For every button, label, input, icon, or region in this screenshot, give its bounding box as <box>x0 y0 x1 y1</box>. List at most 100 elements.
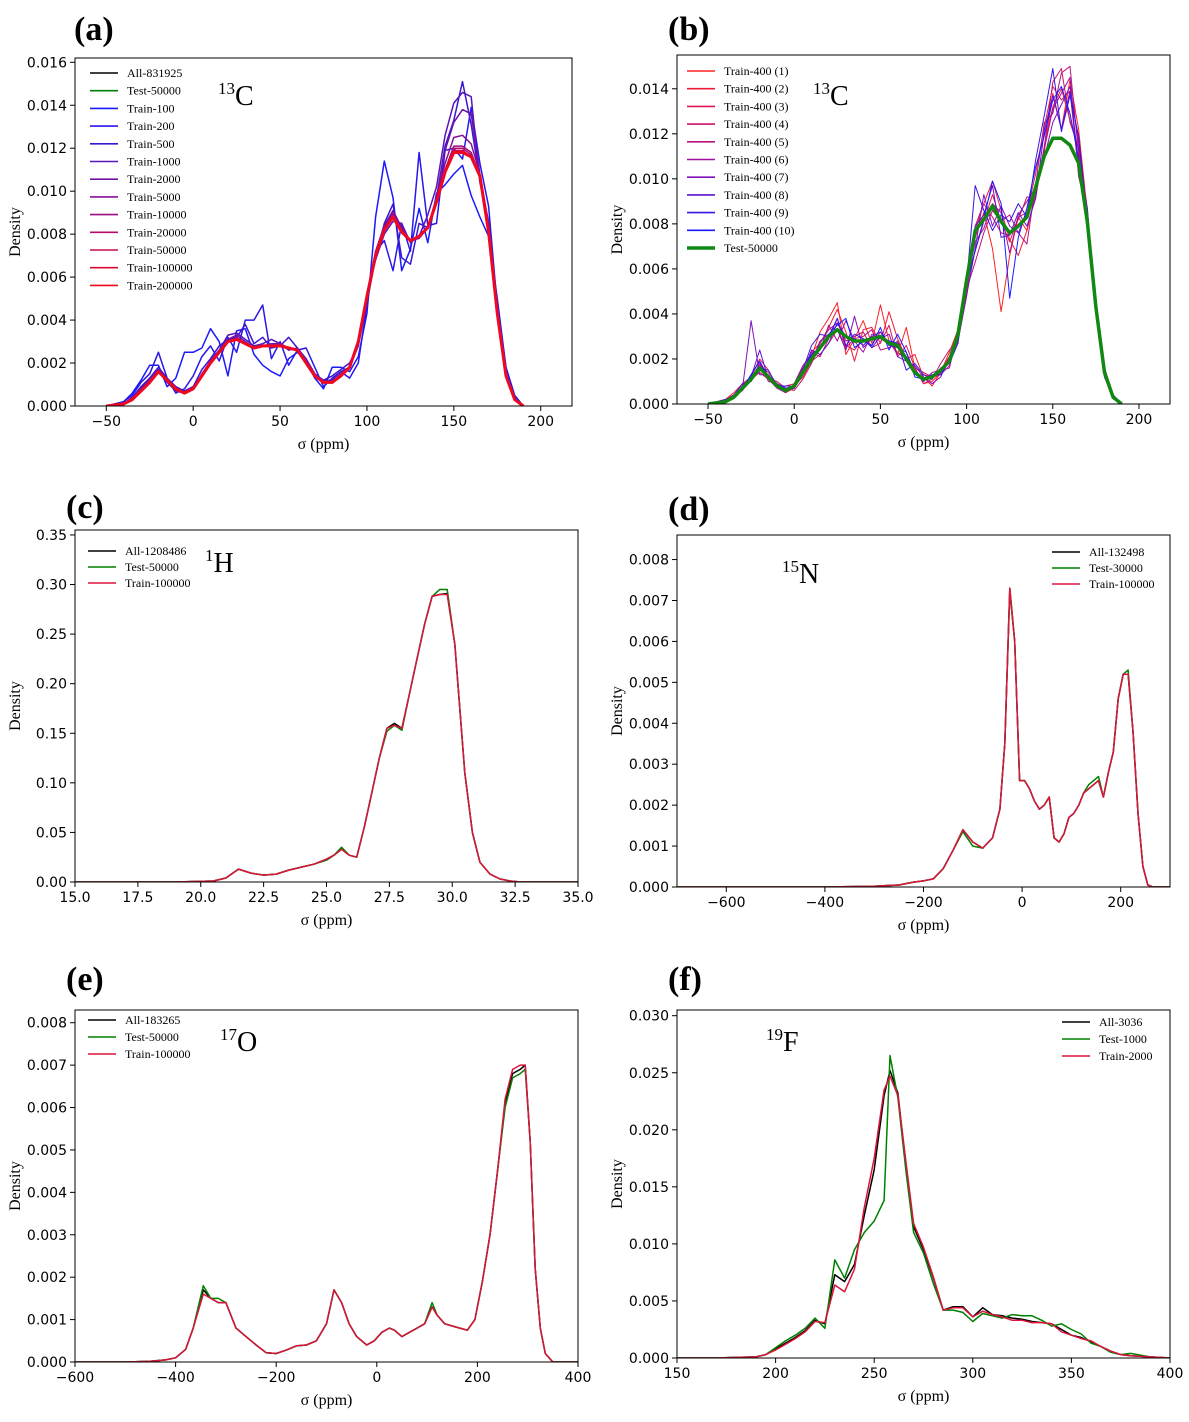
y-tick-label: 0.020 <box>629 1123 669 1139</box>
x-tick-label: 25.0 <box>311 890 342 906</box>
x-tick-label: 30.0 <box>437 890 468 906</box>
legend-entry: Test-1000 <box>1099 1032 1147 1046</box>
x-tick-label: 100 <box>354 414 381 430</box>
series-line-Train-400 (10) <box>707 86 1123 404</box>
legend-entry: All-3036 <box>1099 1015 1142 1029</box>
legend-entry: Train-10000 <box>127 208 187 222</box>
series-line-Test-30000 <box>677 591 1170 887</box>
series-group <box>677 1054 1170 1358</box>
y-tick-label: 0.005 <box>629 675 669 691</box>
x-tick-label: 150 <box>664 1366 691 1382</box>
y-tick-label: 0.010 <box>629 1237 669 1253</box>
panel-label: (b) <box>668 11 710 48</box>
y-axis-label: Density <box>609 1159 626 1209</box>
series-line-Train-100000 <box>677 587 1170 887</box>
legend: All-3036 Test-1000 Train-2000 <box>1062 1015 1153 1063</box>
y-tick-label: 0.20 <box>36 677 67 693</box>
legend-entry: Train-100000 <box>1089 577 1155 591</box>
y-tick-label: 0.010 <box>27 184 67 200</box>
series-line-Test-50000 <box>75 588 578 882</box>
panel-label: (a) <box>74 11 114 48</box>
y-tick-label: 0.004 <box>629 307 669 323</box>
series-line-All-3036 <box>677 1069 1170 1358</box>
y-tick-label: 0.004 <box>629 716 669 732</box>
y-tick-label: 0.002 <box>629 798 669 814</box>
chart-panel-f: (f) 150 200 250 300 350 400 0.000 0.005 0.010 0.01… <box>609 961 1183 1405</box>
x-tick-label: −50 <box>693 412 723 428</box>
nucleus-annotation: 1H <box>205 546 234 579</box>
legend-entry: Train-400 (7) <box>724 170 789 184</box>
nucleus-mass-number: 1 <box>205 546 214 565</box>
x-tick-label: 22.5 <box>248 890 279 906</box>
panel-label: (e) <box>66 961 104 998</box>
y-tick-label: 0.25 <box>36 627 67 643</box>
y-tick-label: 0.010 <box>629 172 669 188</box>
y-tick-label: 0.003 <box>629 757 669 773</box>
legend-entry: Test-50000 <box>127 84 181 98</box>
x-tick-label: 200 <box>762 1366 789 1382</box>
y-tick-label: 0.10 <box>36 776 67 792</box>
y-tick-label: 0.000 <box>629 1351 669 1367</box>
x-tick-label: 150 <box>1039 412 1066 428</box>
x-tick-label: 32.5 <box>500 890 531 906</box>
y-tick-label: 0.014 <box>27 98 67 114</box>
x-tick-label: 0 <box>372 1370 381 1386</box>
y-tick-label: 0.35 <box>36 528 67 544</box>
y-tick-label: 0.015 <box>629 1180 669 1196</box>
x-tick-label: 20.0 <box>185 890 216 906</box>
legend-entry: Train-5000 <box>127 190 181 204</box>
x-axis-label: σ (ppm) <box>301 912 353 929</box>
legend-entry: Train-400 (10) <box>724 223 795 237</box>
y-tick-label: 0.005 <box>27 1143 67 1159</box>
y-tick-label: 0.001 <box>27 1313 67 1329</box>
chart-panel-a: (a) −50 0 50 100 150 200 0.000 0.002 0.004 0.006 0.… <box>7 11 573 453</box>
series-line-Train-100 <box>106 160 524 406</box>
x-tick-label: −400 <box>156 1370 194 1386</box>
nucleus-symbol: O <box>237 1027 257 1058</box>
nucleus-annotation: 13C <box>218 79 254 112</box>
x-tick-label: −200 <box>257 1370 295 1386</box>
x-tick-label: 50 <box>271 414 289 430</box>
y-tick-label: 0.007 <box>27 1058 67 1074</box>
y-axis-label: Density <box>609 686 626 736</box>
x-tick-label: 200 <box>1107 895 1134 911</box>
y-tick-label: 0.006 <box>629 262 669 278</box>
y-tick-label: 0.030 <box>629 1009 669 1025</box>
y-tick-label: 0.006 <box>629 634 669 650</box>
nucleus-symbol: N <box>799 559 819 590</box>
nucleus-symbol: F <box>783 1027 799 1058</box>
x-tick-label: 250 <box>861 1366 888 1382</box>
legend: All-1208486 Test-50000 Train-100000 <box>88 544 191 590</box>
nucleus-symbol: C <box>235 81 254 112</box>
x-tick-label: 400 <box>1157 1366 1184 1382</box>
y-tick-label: 0.000 <box>27 399 67 415</box>
y-tick-label: 0.006 <box>27 270 67 286</box>
legend-entry: Train-1000 <box>127 155 181 169</box>
x-axis-label: σ (ppm) <box>898 434 950 451</box>
series-line-All-1208486 <box>75 592 578 882</box>
chart-panel-d: (d) −600 −400 −200 0 200 0.000 0.001 0.002 0.003 0… <box>609 491 1171 934</box>
x-tick-label: 400 <box>565 1370 592 1386</box>
series-group <box>707 65 1123 404</box>
panel-label: (c) <box>66 489 104 526</box>
nucleus-annotation: 19F <box>766 1025 799 1058</box>
x-tick-label: 350 <box>1058 1366 1085 1382</box>
legend-entry: Test-50000 <box>724 241 778 255</box>
nucleus-mass-number: 19 <box>766 1025 783 1044</box>
y-tick-label: 0.008 <box>27 227 67 243</box>
legend-entry: Train-400 (3) <box>724 99 789 113</box>
series-line-All-132498 <box>677 587 1170 887</box>
legend-entry: Train-400 (6) <box>724 153 789 167</box>
panel-label: (d) <box>668 491 710 528</box>
series-line-Test-50000 <box>75 1068 578 1362</box>
y-tick-label: 0.003 <box>27 1228 67 1244</box>
y-tick-label: 0.000 <box>27 1355 67 1371</box>
legend: All-183265 Test-50000 Train-100000 <box>88 1013 191 1061</box>
y-tick-label: 0.00 <box>36 875 67 891</box>
legend-entry: Train-400 (8) <box>724 188 789 202</box>
y-tick-label: 0.002 <box>629 352 669 368</box>
y-tick-label: 0.008 <box>629 217 669 233</box>
y-tick-label: 0.014 <box>629 82 669 98</box>
